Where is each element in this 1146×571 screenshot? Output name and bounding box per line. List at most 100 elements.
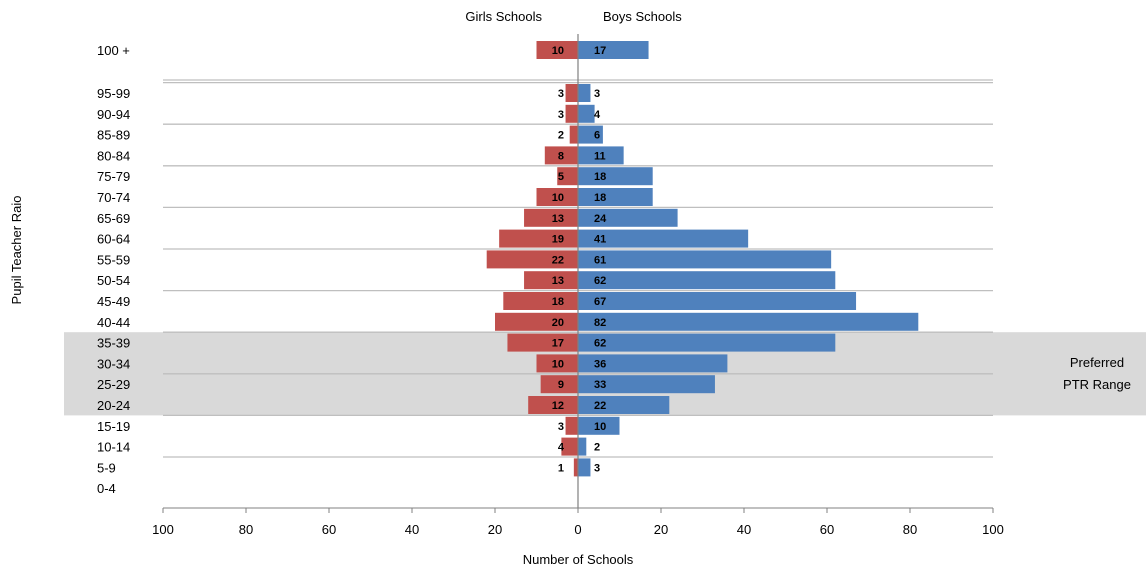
bar-girls-40-44 [495, 312, 578, 331]
x-tick-label: 40 [405, 522, 419, 537]
bar-boys-75-79 [578, 167, 653, 186]
bar-girls-10-14 [561, 437, 578, 456]
bar-boys-90-94 [578, 104, 595, 123]
data-label-girls: 5 [558, 171, 564, 183]
axes [162, 34, 994, 513]
x-tick-label: 80 [239, 522, 253, 537]
data-label-boys: 3 [594, 88, 600, 100]
x-tick-label: 100 [982, 522, 1004, 537]
x-tick-label: 60 [820, 522, 834, 537]
data-label-boys: 82 [594, 317, 606, 329]
data-label-girls: 10 [552, 192, 564, 204]
data-label-boys: 62 [594, 275, 606, 287]
data-label-girls: 22 [552, 254, 564, 266]
data-label-boys: 18 [594, 192, 606, 204]
x-axis-title: Number of Schools [523, 552, 634, 567]
category-label: 100 + [97, 43, 130, 58]
data-label-boys: 22 [594, 400, 606, 412]
bar-boys-15-19 [578, 416, 620, 435]
data-label-boys: 3 [594, 462, 600, 474]
data-label-girls: 9 [558, 379, 564, 391]
data-label-boys: 67 [594, 296, 606, 308]
data-label-girls: 17 [552, 338, 564, 350]
data-label-boys: 11 [594, 150, 606, 162]
data-label-girls: 1 [558, 462, 564, 474]
category-label: 5-9 [97, 460, 116, 475]
x-tick-label: 40 [737, 522, 751, 537]
x-tick-label: 60 [322, 522, 336, 537]
bar-boys-30-34 [578, 354, 728, 373]
bar-girls-25-29 [540, 375, 578, 394]
category-label: 40-44 [97, 315, 130, 330]
data-label-girls: 2 [558, 130, 564, 142]
data-label-girls: 10 [552, 358, 564, 370]
category-label: 30-34 [97, 356, 130, 371]
bar-boys-50-54 [578, 271, 836, 290]
data-label-girls: 8 [558, 150, 564, 162]
bar-girls-55-59 [486, 250, 578, 269]
data-label-boys: 41 [594, 234, 606, 246]
legend-girls-schools: Girls Schools [465, 9, 542, 24]
category-label: 10-14 [97, 440, 130, 455]
x-tick-label: 0 [574, 522, 581, 537]
bar-girls-95-99 [565, 84, 578, 102]
category-label: 35-39 [97, 336, 130, 351]
data-label-girls: 10 [552, 45, 564, 57]
x-tick-label: 100 [152, 522, 174, 537]
category-label: 20-24 [97, 398, 130, 413]
bar-girls-70-74 [536, 188, 578, 206]
bar-girls-90-94 [565, 104, 578, 123]
data-label-girls: 18 [552, 296, 564, 308]
bar-boys-95-99 [578, 84, 591, 102]
data-label-boys: 61 [594, 254, 606, 266]
category-label: 55-59 [97, 252, 130, 267]
bar-boys-55-59 [578, 250, 832, 269]
data-label-boys: 6 [594, 130, 600, 142]
data-label-boys: 24 [594, 213, 607, 225]
data-label-girls: 19 [552, 234, 564, 246]
data-label-boys: 36 [594, 358, 606, 370]
bar-girls-15-19 [565, 416, 578, 435]
data-label-girls: 12 [552, 400, 564, 412]
bar-girls-45-49 [503, 292, 578, 310]
bar-girls-80-84 [544, 146, 578, 165]
bar-girls-5-9 [573, 458, 578, 477]
data-label-girls: 20 [552, 317, 564, 329]
category-label: 90-94 [97, 107, 130, 122]
data-label-boys: 18 [594, 171, 606, 183]
data-label-girls: 4 [558, 442, 565, 454]
bar-girls-50-54 [524, 271, 578, 290]
bar-boys-5-9 [578, 458, 591, 477]
category-label: 70-74 [97, 190, 130, 205]
bar-girls-85-89 [569, 125, 578, 144]
bar-girls-20-24 [528, 396, 578, 414]
category-label: 80-84 [97, 148, 130, 163]
bar-boys-100- [578, 41, 649, 59]
y-axis-title: Pupil Teacher Raio [9, 196, 24, 305]
legend-boys-schools: Boys Schools [603, 9, 682, 24]
bar-boys-45-49 [578, 292, 857, 310]
bar-girls-60-64 [499, 229, 578, 248]
data-label-boys: 10 [594, 421, 606, 433]
category-label: 60-64 [97, 232, 130, 247]
bar-boys-70-74 [578, 188, 653, 206]
x-tick-label: 80 [903, 522, 917, 537]
bar-girls-65-69 [524, 208, 578, 227]
category-label: 65-69 [97, 211, 130, 226]
bar-boys-60-64 [578, 229, 749, 248]
data-label-boys: 17 [594, 45, 606, 57]
category-label: 25-29 [97, 377, 130, 392]
category-label: 85-89 [97, 128, 130, 143]
preferred-range-label-line1: Preferred [1070, 355, 1124, 370]
data-label-girls: 3 [558, 88, 564, 100]
bar-boys-80-84 [578, 146, 624, 165]
data-label-girls: 3 [558, 109, 564, 121]
category-label: 95-99 [97, 86, 130, 101]
data-label-boys: 33 [594, 379, 606, 391]
category-label: 45-49 [97, 294, 130, 309]
data-label-boys: 62 [594, 338, 606, 350]
category-label: 75-79 [97, 169, 130, 184]
category-label: 0-4 [97, 481, 116, 496]
